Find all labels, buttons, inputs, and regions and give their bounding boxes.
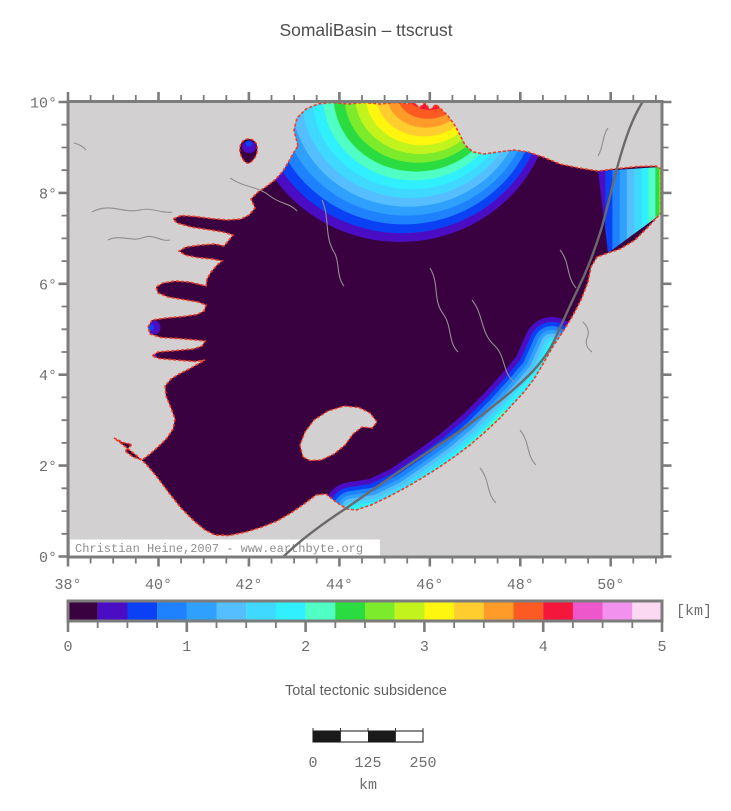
- colorbar: 0 1 2 3 4 5 [km] Total tectonic subsiden…: [63, 599, 712, 699]
- scalebar: 0 125 250 km: [308, 728, 437, 794]
- colorbar-segment: [157, 601, 187, 621]
- river: [479, 467, 497, 504]
- river: [471, 299, 515, 383]
- page-title: SomaliBasin – ttscrust: [279, 20, 452, 40]
- y-axis-label: 2°: [39, 459, 57, 476]
- colorbar-segment: [394, 601, 425, 621]
- river: [597, 127, 609, 157]
- colorbar-tick-label: 1: [182, 639, 191, 656]
- x-axis-label: 44°: [326, 577, 353, 594]
- y-axis-label: 0°: [39, 550, 57, 567]
- y-axis-label: 10°: [30, 96, 57, 113]
- wedge-stripe: [626, 167, 635, 253]
- x-axis-label: 50°: [597, 577, 624, 594]
- wedge-stripe: [612, 167, 620, 253]
- river: [559, 249, 577, 289]
- colorbar-segment: [483, 601, 514, 621]
- scalebar-black-segment: [313, 731, 341, 742]
- scalebar-label: 0: [308, 755, 317, 772]
- attribution-text: Christian Heine,2007 - www.earthbyte.org: [75, 542, 363, 556]
- wedge-stripe: [659, 167, 661, 216]
- river: [73, 142, 87, 151]
- wedge-stripe: [634, 167, 642, 253]
- y-axis-label: 8°: [39, 186, 57, 203]
- colorbar-segment: [246, 601, 276, 621]
- river: [429, 267, 459, 353]
- colorbar-segment: [365, 601, 395, 621]
- y-axis-label: 4°: [39, 368, 57, 385]
- y-minor-ticks-right: [663, 123, 669, 535]
- x-major-ticks-top: [66, 92, 612, 100]
- y-minor-ticks-left: [61, 123, 67, 535]
- wedge-stripe: [655, 167, 661, 253]
- north-blob-bands: [242, 140, 256, 153]
- plate-boundary-line: [282, 103, 644, 556]
- colorbar-segment: [186, 601, 217, 621]
- colorbar-segment: [275, 601, 306, 621]
- colorbar-segment: [572, 601, 603, 621]
- x-major-ticks-bottom: [66, 558, 612, 567]
- x-axis-label: 42°: [235, 577, 262, 594]
- wedge-stripe: [619, 167, 627, 253]
- river: [229, 177, 298, 212]
- colorbar-minor-ticks: [96, 622, 634, 628]
- scalebar-separators: [340, 731, 396, 742]
- x-axis-label: 48°: [507, 577, 534, 594]
- river: [107, 235, 171, 241]
- colorbar-segment: [543, 601, 573, 621]
- wedge-stripe: [648, 167, 656, 253]
- x-axis-label: 38°: [54, 577, 81, 594]
- colorbar-segment: [335, 601, 366, 621]
- colorbar-tick-label: 3: [420, 639, 429, 656]
- x-minor-ticks-top: [89, 95, 657, 100]
- x-axis-label: 40°: [145, 577, 172, 594]
- wedge-stripe: [641, 167, 649, 253]
- colorbar-tick-label: 5: [657, 639, 666, 656]
- colorbar-segment: [216, 601, 247, 621]
- x-minor-ticks-bottom: [89, 558, 657, 564]
- colorbar-tick-label: 0: [63, 639, 72, 656]
- colorbar-border: [66, 599, 664, 623]
- rivers: [73, 127, 609, 504]
- colorbar-unit-label: [km]: [676, 603, 712, 620]
- blob-band: [245, 140, 253, 147]
- colorbar-segment: [454, 601, 484, 621]
- attribution-box: [70, 539, 380, 556]
- scalebar-label: 125: [354, 755, 381, 772]
- scalebar-label: 250: [409, 755, 436, 772]
- river: [582, 321, 593, 353]
- colorbar-segment: [602, 601, 633, 621]
- river: [321, 199, 345, 287]
- colorbar-caption: Total tectonic subsidence: [285, 683, 447, 699]
- colorbar-segment: [68, 601, 98, 621]
- colorbar-major-ticks: [66, 622, 664, 632]
- blob-band: [242, 141, 256, 153]
- river: [91, 207, 173, 213]
- scalebar-top-ticks: [312, 728, 424, 731]
- colorbar-segment: [513, 601, 544, 621]
- y-major-ticks-left: [58, 100, 67, 558]
- colorbar-segment: [632, 601, 662, 621]
- x-axis-label: 46°: [416, 577, 443, 594]
- colorbar-tick-label: 4: [539, 639, 548, 656]
- colorbar-segment: [127, 601, 158, 621]
- map-area: Christian Heine,2007 - www.earthbyte.org: [69, 103, 661, 556]
- y-axis-label: 6°: [39, 277, 57, 294]
- map-frame: [66, 100, 664, 559]
- colorbar-tick-label: 2: [301, 639, 310, 656]
- wedge-stripe: [605, 167, 613, 253]
- scalebar-unit-label: km: [359, 777, 377, 794]
- colorbar-segment: [97, 601, 128, 621]
- river: [519, 429, 537, 466]
- scalebar-black-segment: [368, 731, 396, 742]
- y-major-ticks-right: [663, 100, 672, 558]
- colorbar-segment: [424, 601, 455, 621]
- colorbar-segment: [305, 601, 336, 621]
